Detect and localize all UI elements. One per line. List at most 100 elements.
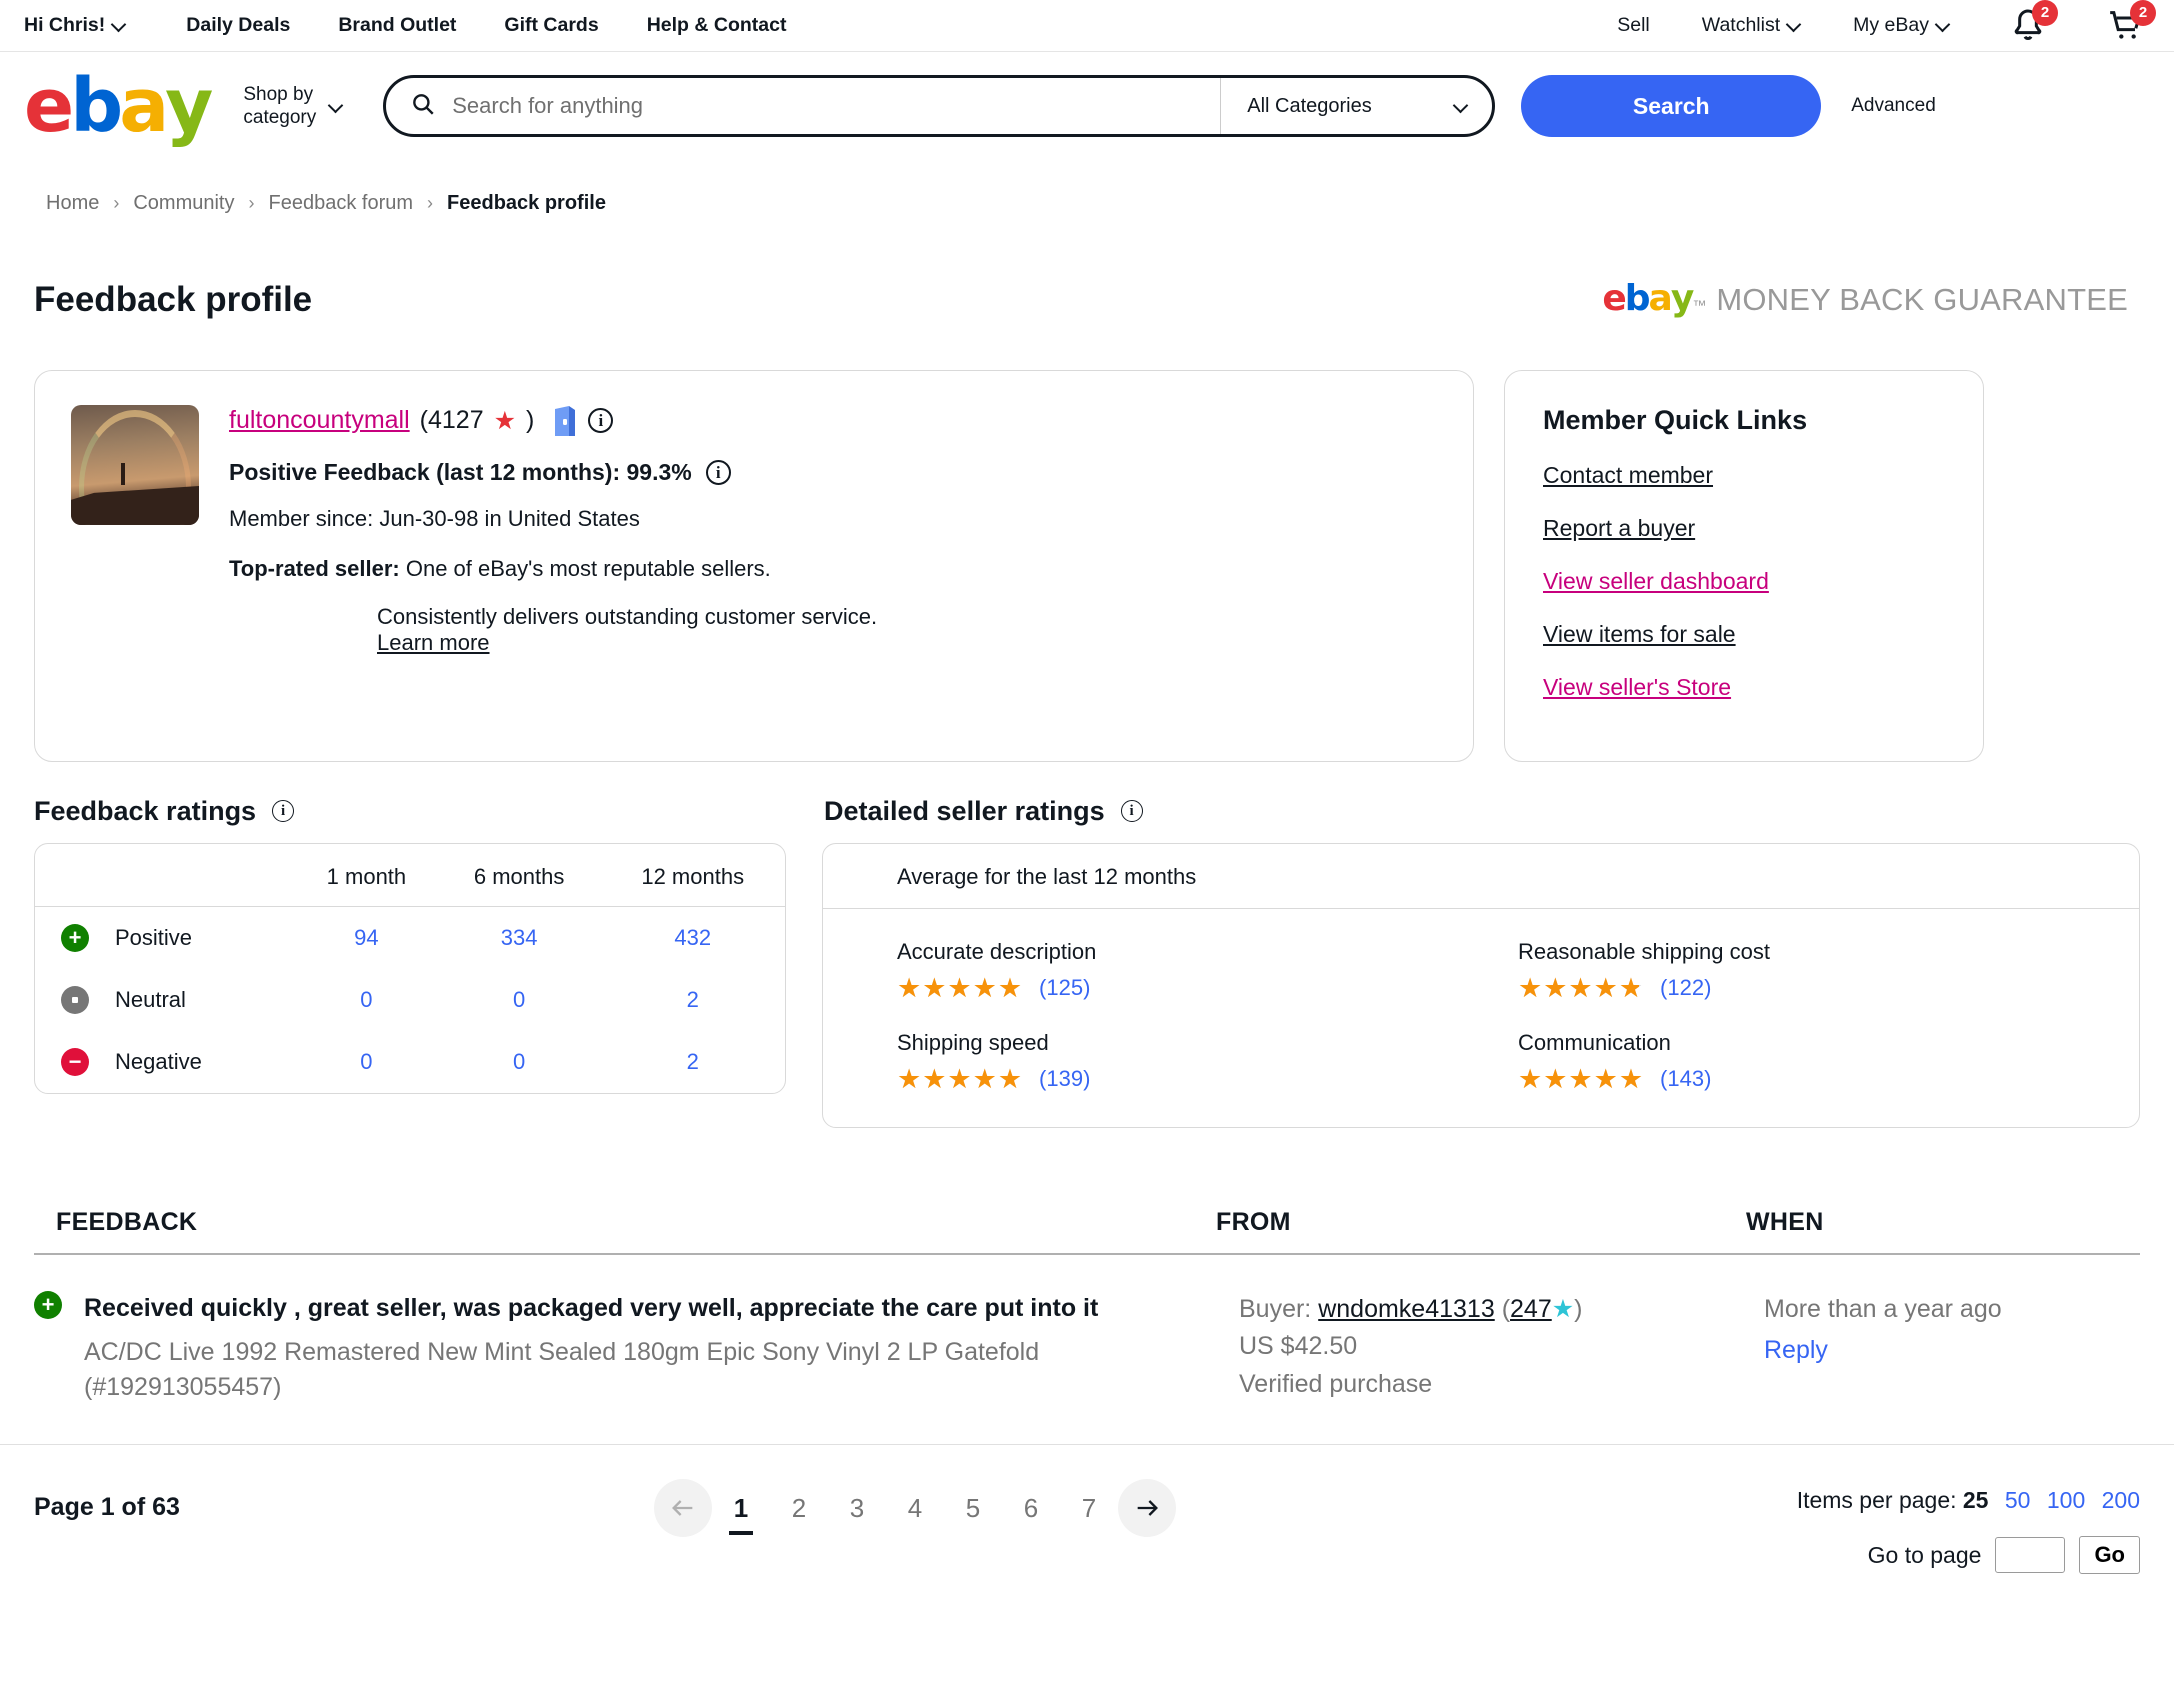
go-button[interactable]: Go	[2079, 1536, 2140, 1575]
dsr-count[interactable]: (125)	[1039, 975, 1091, 1001]
dsr-count[interactable]: (143)	[1660, 1066, 1712, 1092]
arrow-left-icon	[672, 1500, 693, 1517]
search-input[interactable]	[450, 78, 1221, 134]
go-to-page-input[interactable]	[1995, 1537, 2066, 1574]
advanced-search-link[interactable]: Advanced	[1851, 95, 1936, 116]
quick-link-report-a-buyer[interactable]: Report a buyer	[1543, 514, 1696, 541]
info-icon[interactable]: i	[705, 459, 731, 485]
reply-link[interactable]: Reply	[1764, 1336, 1828, 1365]
feedback-ratings-title: Feedback ratings	[34, 795, 257, 826]
header-from: FROM	[1216, 1207, 1291, 1236]
negative-12-months[interactable]: 2	[686, 1048, 699, 1074]
breadcrumb-item-community[interactable]: Community	[133, 192, 235, 214]
shop-by-category-button[interactable]: Shop by category	[243, 83, 343, 129]
quick-link-view-items-for-sale[interactable]: View items for sale	[1543, 620, 1736, 647]
nav-brand-outlet[interactable]: Brand Outlet	[338, 14, 457, 36]
category-select[interactable]: All Categories	[1220, 78, 1492, 134]
page-button-7[interactable]: 7	[1081, 1492, 1097, 1523]
neutral-12-months[interactable]: 2	[686, 986, 699, 1012]
table-row: Neutral 0 0 2	[35, 969, 785, 1031]
search-icon	[410, 91, 436, 122]
go-to-page-label: Go to page	[1867, 1541, 1982, 1568]
page-button-1[interactable]: 1	[712, 1479, 770, 1537]
pagination: Page 1 of 63 1 2 3 4 5 6 7 Items per pag…	[0, 1445, 2174, 1575]
verified-purchase-label: Verified purchase	[1239, 1369, 1433, 1398]
items-per-page-100[interactable]: 100	[2046, 1487, 2086, 1514]
star-rating: ★★★★★ ★★★★★	[1518, 1063, 1645, 1094]
quick-link-view-seller-dashboard[interactable]: View seller dashboard	[1543, 567, 1769, 594]
chevron-down-icon	[1788, 19, 1801, 32]
positive-icon: +	[34, 1290, 62, 1319]
breadcrumb-item-home[interactable]: Home	[46, 192, 100, 214]
account-greeting[interactable]: Hi Chris!	[24, 14, 126, 37]
dsr-label: Shipping speed	[897, 1029, 1049, 1055]
previous-page-button[interactable]	[654, 1479, 712, 1538]
topbar-left-links: Hi Chris! Daily Deals Brand Outlet Gift …	[24, 14, 834, 37]
items-per-page-selected[interactable]: 25	[1962, 1487, 1989, 1514]
star-rating: ★★★★★ ★★★★★	[897, 972, 1024, 1003]
quick-link-view-sellers-store[interactable]: View seller's Store	[1543, 673, 1732, 700]
positive-12-months[interactable]: 432	[674, 924, 712, 950]
dsr-count[interactable]: (122)	[1660, 975, 1712, 1001]
info-icon[interactable]: i	[272, 800, 295, 823]
nav-sell[interactable]: Sell	[1617, 14, 1650, 36]
store-door-icon	[555, 405, 576, 436]
nav-daily-deals[interactable]: Daily Deals	[186, 14, 291, 36]
positive-6-months[interactable]: 334	[500, 924, 538, 950]
row-label-neutral: Neutral	[115, 986, 186, 1012]
notifications-badge: 2	[2032, 0, 2058, 26]
positive-1-month[interactable]: 94	[354, 924, 379, 950]
top-rated-subtext: Consistently delivers outstanding custom…	[377, 603, 878, 629]
nav-help-contact[interactable]: Help & Contact	[646, 14, 787, 36]
page-button-6[interactable]: 6	[1023, 1492, 1039, 1523]
feedback-cell: + Received quickly , great seller, was p…	[34, 1290, 1239, 1405]
nav-my-ebay[interactable]: My eBay	[1853, 14, 1950, 37]
notifications-button[interactable]: 2	[2008, 0, 2058, 46]
breadcrumb-item-feedback-forum[interactable]: Feedback forum	[268, 192, 414, 214]
items-per-page-50[interactable]: 50	[2004, 1487, 2031, 1514]
chevron-down-icon	[1937, 19, 1950, 32]
chevron-right-icon: ›	[427, 193, 434, 213]
feedback-item-description[interactable]: AC/DC Live 1992 Remastered New Mint Seal…	[84, 1338, 1040, 1401]
info-icon[interactable]: i	[1120, 800, 1143, 823]
feedback-ratings-heading: Feedback ratings i	[34, 796, 824, 827]
nav-gift-cards[interactable]: Gift Cards	[504, 14, 599, 36]
page-button-3[interactable]: 3	[849, 1492, 865, 1523]
neutral-1-month[interactable]: 0	[360, 986, 373, 1012]
buyer-score-wrap: (247★)	[1501, 1294, 1583, 1323]
negative-1-month[interactable]: 0	[360, 1048, 373, 1074]
buyer-name-link[interactable]: wndomke41313	[1318, 1294, 1495, 1323]
items-per-page-200[interactable]: 200	[2101, 1487, 2140, 1514]
page-button-4[interactable]: 4	[907, 1492, 923, 1523]
feedback-table-header: FEEDBACK FROM WHEN	[34, 1162, 2140, 1255]
topbar-right-links: Sell Watchlist My eBay 2 2	[1565, 0, 2156, 46]
breadcrumb: Home › Community › Feedback forum › Feed…	[0, 160, 2174, 215]
ebay-store-badge-icon[interactable]	[552, 405, 578, 437]
dsr-count[interactable]: (139)	[1039, 1066, 1091, 1092]
negative-6-months[interactable]: 0	[513, 1048, 526, 1074]
col-6-months: 6 months	[437, 843, 601, 907]
page-button-5[interactable]: 5	[965, 1492, 981, 1523]
buyer-star-icon: ★	[1551, 1294, 1575, 1323]
cart-badge: 2	[2130, 0, 2156, 26]
chevron-down-icon	[1455, 100, 1468, 113]
neutral-6-months[interactable]: 0	[513, 986, 526, 1012]
buyer-score-link[interactable]: 247	[1510, 1294, 1552, 1323]
search-button[interactable]: Search	[1521, 75, 1822, 137]
top-utility-bar: Hi Chris! Daily Deals Brand Outlet Gift …	[0, 0, 2174, 52]
dsr-label: Communication	[1518, 1029, 1671, 1055]
negative-icon: −	[61, 1047, 89, 1076]
positive-icon: +	[61, 923, 89, 952]
next-page-button[interactable]	[1118, 1479, 1176, 1538]
search-input-group: All Categories	[383, 75, 1496, 137]
quick-link-contact-member[interactable]: Contact member	[1543, 461, 1714, 488]
page-button-2[interactable]: 2	[791, 1492, 807, 1523]
cart-button[interactable]: 2	[2106, 0, 2156, 46]
info-icon[interactable]: i	[588, 408, 614, 434]
learn-more-link[interactable]: Learn more	[377, 629, 490, 655]
nav-watchlist[interactable]: Watchlist	[1702, 14, 1801, 37]
detailed-seller-ratings-title: Detailed seller ratings	[824, 795, 1105, 826]
seller-name-link[interactable]: fultoncountymall	[229, 406, 410, 435]
